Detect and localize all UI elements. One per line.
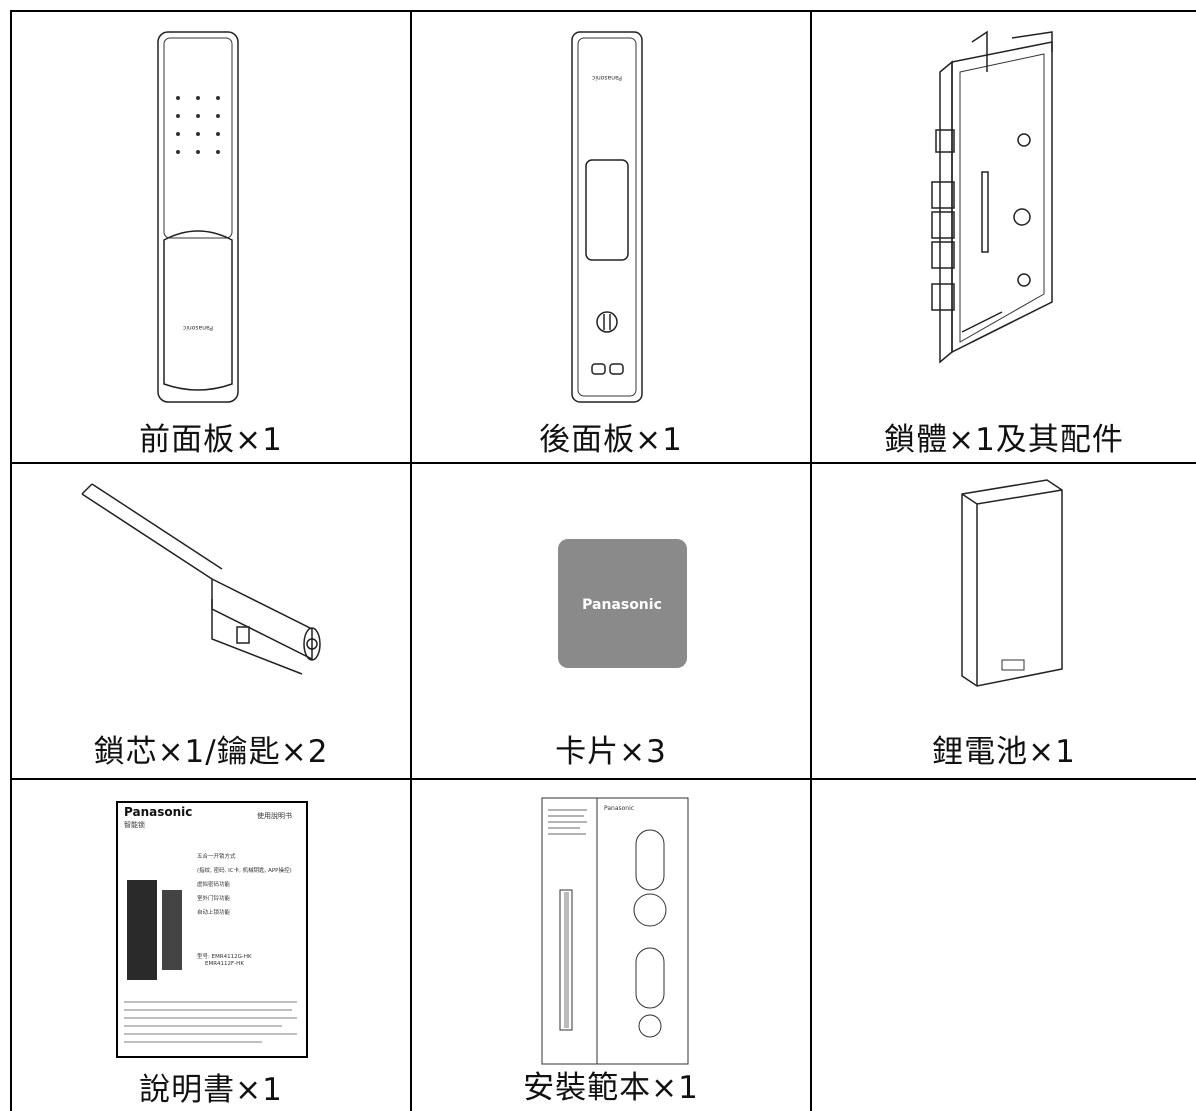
cell: Panasonic 後面板×1 (410, 10, 810, 462)
brand-text: Panasonic (183, 324, 213, 331)
manual-line: 五合一开锁方式 (197, 852, 236, 860)
caption: 鎖體×1及其配件 (884, 422, 1124, 458)
template-drawing: Panasonic (541, 797, 689, 1065)
caption: 安裝範本×1 (523, 1070, 699, 1106)
caption: 前面板×1 (139, 422, 283, 458)
cell: Panasonic 安裝範本×1 (410, 778, 810, 1111)
cell: 鎖體×1及其配件 (810, 10, 1196, 462)
cell: 鋰電池×1 (810, 462, 1196, 778)
caption: 卡片×3 (555, 734, 667, 770)
manual-model: 型号: EMR4112G-HK (197, 952, 252, 960)
manual-line: 虚拟密码功能 (197, 880, 231, 888)
caption: 鎖芯×1/鑰匙×2 (93, 734, 329, 770)
manual-model: EMR4112F-HK (205, 961, 244, 967)
card (558, 539, 687, 668)
cell: 鎖芯×1/鑰匙×2 (10, 462, 410, 778)
caption: 後面板×1 (539, 422, 683, 458)
manual-subtitle: 智能锁 (124, 820, 145, 829)
manual-line: 室外门铃功能 (197, 894, 231, 902)
caption: 鋰電池×1 (932, 734, 1076, 770)
lock-body-drawing (931, 30, 1053, 364)
caption: 說明書×1 (139, 1072, 283, 1108)
cell: Panasonic 使用說明书 智能锁 五合一开锁方式 (指纹, 密码, IC卡,… (10, 778, 410, 1111)
manual-line: (指纹, 密码, IC卡, 机械钥匙, APP操控) (197, 866, 292, 874)
manual-title: 使用說明书 (257, 811, 292, 820)
front-panel-drawing: Panasonic (157, 31, 239, 403)
manual-line: 自动上锁功能 (197, 908, 231, 916)
cell (810, 778, 1196, 1111)
back-panel-drawing: Panasonic (571, 31, 643, 403)
brand-text: Panasonic (592, 74, 622, 81)
card-drawing: Panasonic (558, 539, 687, 668)
template-brand: Panasonic (604, 805, 634, 812)
card-label: Panasonic (582, 597, 662, 613)
battery-drawing (961, 479, 1063, 687)
cell: Panasonic 卡片×3 (410, 462, 810, 778)
manual-brand: Panasonic (124, 805, 192, 819)
cell: Panasonic 前面板×1 (10, 10, 410, 462)
cylinder-drawing (81, 483, 321, 675)
manual-drawing: Panasonic 使用說明书 智能锁 五合一开锁方式 (指纹, 密码, IC卡,… (116, 801, 308, 1058)
